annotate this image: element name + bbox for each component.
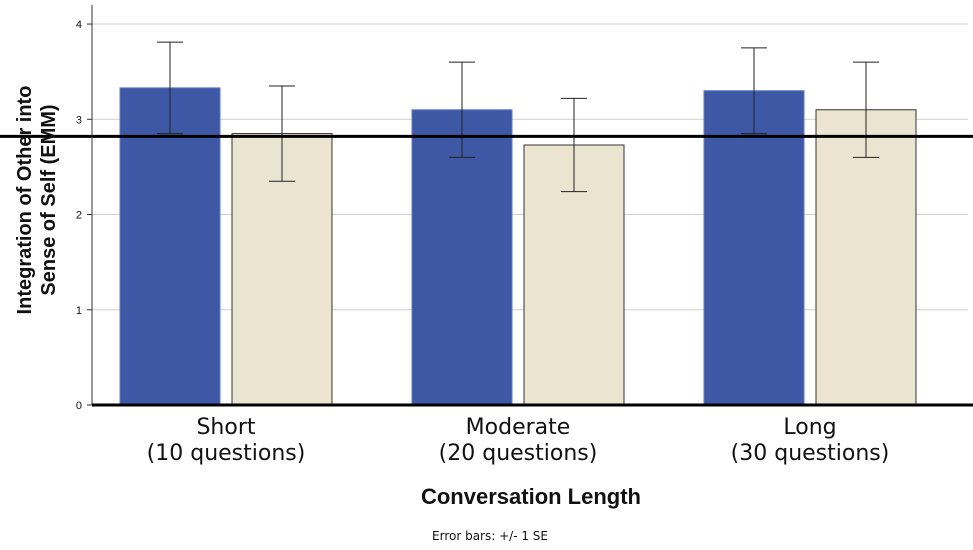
y-tick-label: 2	[76, 210, 82, 222]
category-label: Short	[196, 415, 255, 440]
y-tick-label: 3	[76, 114, 82, 126]
category-sublabel: (30 questions)	[731, 441, 890, 466]
error-bars	[0, 41, 973, 193]
category-sublabel: (20 questions)	[439, 441, 598, 466]
bars	[119, 87, 917, 406]
y-tick-label: 4	[76, 19, 82, 31]
y-axis-title-line-2: Sense of Self (EMM)	[38, 104, 60, 295]
bar	[411, 109, 513, 406]
y-tick-label: 1	[76, 305, 82, 317]
category-label: Long	[783, 415, 836, 440]
bar	[815, 109, 917, 406]
category-label: Moderate	[466, 415, 571, 440]
category-sublabel: (10 questions)	[147, 441, 306, 466]
y-tick-label: 0	[76, 400, 82, 412]
x-axis-title: Conversation Length	[421, 484, 641, 509]
axes: 0 1 2 3 4 Short(10 questions) Moderate(20 ques…	[76, 5, 973, 466]
labels: Conversation Length Error bars: +/- 1 SE…	[14, 86, 641, 543]
bar	[703, 90, 805, 406]
bar	[119, 87, 221, 406]
y-axis-title-line-1: Integration of Other into	[14, 86, 36, 315]
error-bar-note: Error bars: +/- 1 SE	[432, 529, 548, 543]
